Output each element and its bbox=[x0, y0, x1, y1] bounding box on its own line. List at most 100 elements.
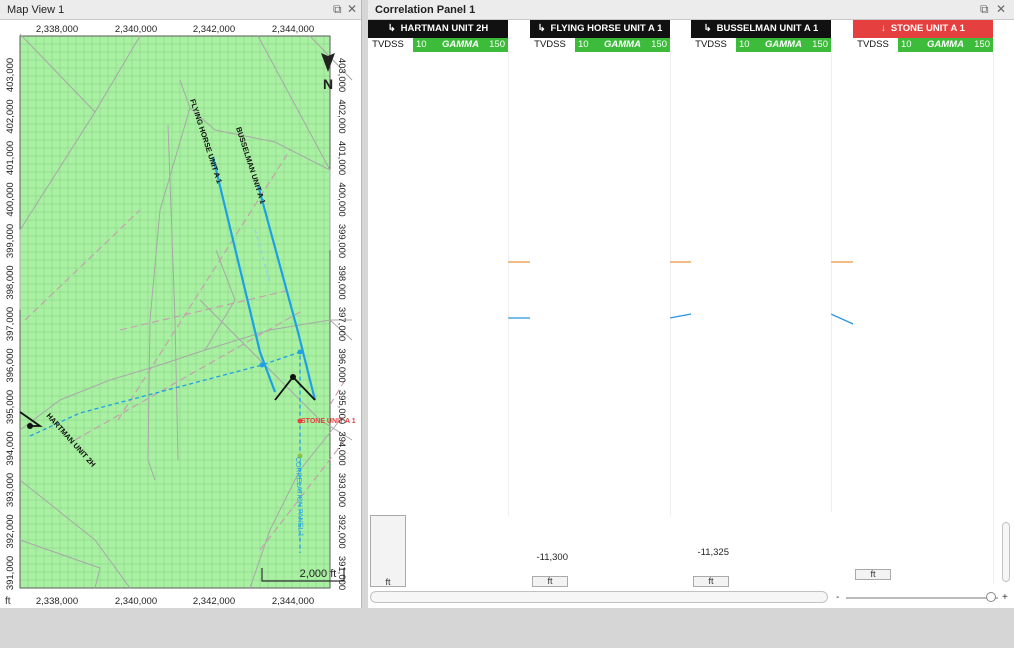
north-label: N bbox=[323, 76, 333, 92]
y-axis-label: 396,000 bbox=[5, 348, 16, 382]
hartman-well-path[interactable] bbox=[19, 411, 43, 427]
y-axis-label: 401,000 bbox=[5, 141, 16, 175]
gamma-label: GAMMA bbox=[927, 39, 964, 50]
horizontal-scrollbar[interactable] bbox=[370, 591, 828, 603]
north-arrow: N bbox=[321, 53, 335, 92]
well-name: BUSSELMAN UNIT A 1 bbox=[716, 23, 819, 34]
y-axis-label: 399,000 bbox=[5, 224, 16, 258]
vertical-scrollbar[interactable] bbox=[1002, 522, 1010, 582]
stone-well-marker[interactable] bbox=[297, 418, 303, 424]
tvdss-header: TVDSS bbox=[534, 39, 566, 50]
well-track-header[interactable]: ↳ FLYING HORSE UNIT A 1 bbox=[530, 20, 670, 38]
map-view-pane: Map View 1 ⧉ ✕ bbox=[0, 0, 362, 608]
zoom-in-button[interactable]: + bbox=[1002, 592, 1008, 603]
y-axis-label: 394,000 bbox=[336, 431, 347, 465]
map-view-titlebar: Map View 1 ⧉ ✕ bbox=[0, 0, 361, 20]
y-axis-label: 403,000 bbox=[336, 58, 347, 92]
track-subheader: TVDSS 10 GAMMA 150 bbox=[368, 38, 508, 52]
x-axis-top: 2,338,000 2,340,000 2,342,000 2,344,000 bbox=[36, 24, 314, 35]
units-button[interactable]: ft bbox=[532, 576, 568, 587]
correlation-title: Correlation Panel 1 bbox=[375, 4, 476, 16]
units-button[interactable]: ft bbox=[693, 576, 729, 587]
y-axis-label: 391,000 bbox=[336, 556, 347, 590]
tvdss-header: TVDSS bbox=[695, 39, 727, 50]
y-axis-label: 402,000 bbox=[5, 99, 16, 133]
gamma-header[interactable]: 10 GAMMA 150 bbox=[575, 38, 670, 52]
gamma-label: GAMMA bbox=[442, 39, 479, 50]
gamma-min: 10 bbox=[901, 39, 912, 50]
well-track[interactable]: ↳ FLYING HORSE UNIT A 1 TVDSS 10 GAMMA 150 bbox=[530, 20, 670, 521]
gamma-min: 10 bbox=[739, 39, 750, 50]
correlation-titlebar: Correlation Panel 1 ⧉ ✕ bbox=[368, 0, 1014, 20]
well-track[interactable]: ↓ STONE UNIT A 1 TVDSS 10 GAMMA 150 bbox=[853, 20, 993, 590]
map-fault-lines bbox=[19, 33, 353, 589]
zoom-slider[interactable] bbox=[846, 597, 998, 599]
gamma-max: 150 bbox=[974, 39, 990, 50]
x-axis-bottom: 2,338,000 2,340,000 2,342,000 2,344,000 bbox=[36, 596, 314, 607]
restore-icon[interactable]: ⧉ bbox=[333, 2, 342, 16]
well-track[interactable]: ↳ BUSSELMAN UNIT A 1 TVDSS 10 GAMMA 150 bbox=[691, 20, 831, 518]
y-axis-left: 403,000 402,000 401,000 400,000 399,000 398,0… bbox=[5, 58, 16, 590]
scale-bar: 2,000 ft bbox=[261, 568, 345, 582]
x-axis-label: 2,340,000 bbox=[115, 596, 157, 607]
y-axis-label: 403,000 bbox=[5, 58, 16, 92]
y-axis-label: 393,000 bbox=[5, 473, 16, 507]
map-grid bbox=[19, 35, 331, 589]
depth-label: -11,325 bbox=[697, 547, 729, 558]
zoom-slider-thumb[interactable] bbox=[986, 592, 996, 602]
track-subheader: TVDSS 10 GAMMA 150 bbox=[691, 38, 831, 52]
units-button[interactable]: ft bbox=[855, 569, 891, 580]
flying-horse-well-path[interactable] bbox=[211, 156, 277, 393]
well-symbol-marker bbox=[290, 374, 296, 380]
hartman-well-marker[interactable] bbox=[27, 423, 33, 429]
gamma-label: GAMMA bbox=[765, 39, 802, 50]
well-track-header[interactable]: ↓ STONE UNIT A 1 bbox=[853, 20, 993, 38]
y-axis-label: 392,000 bbox=[5, 514, 16, 548]
y-axis-label: 395,000 bbox=[336, 390, 347, 424]
well-track[interactable]: ↳ HARTMAN UNIT 2H TVDSS 10 GAMMA 150 bbox=[368, 20, 508, 521]
close-icon[interactable]: ✕ bbox=[347, 2, 358, 16]
track-subheader: TVDSS 10 GAMMA 150 bbox=[853, 38, 993, 52]
well-track-header[interactable]: ↳ BUSSELMAN UNIT A 1 bbox=[691, 20, 831, 38]
x-axis-label: 2,344,000 bbox=[272, 596, 314, 607]
gamma-header[interactable]: 10 GAMMA 150 bbox=[736, 38, 831, 52]
y-axis-label: 391,000 bbox=[5, 556, 16, 590]
x-axis-label: 2,338,000 bbox=[36, 24, 78, 35]
x-axis-label: 2,340,000 bbox=[115, 24, 157, 35]
x-axis-label: 2,342,000 bbox=[193, 596, 235, 607]
y-axis-label: 399,000 bbox=[336, 224, 347, 258]
well-direction-icon: ↳ bbox=[387, 23, 396, 34]
y-axis-label: 392,000 bbox=[336, 514, 347, 548]
restore-icon[interactable]: ⧉ bbox=[980, 2, 989, 16]
correlation-node[interactable] bbox=[297, 453, 303, 459]
gamma-max: 150 bbox=[812, 39, 828, 50]
close-icon[interactable]: ✕ bbox=[996, 2, 1007, 16]
map-canvas[interactable]: FLYING HORSE UNIT A 1 BUSSELMAN UNIT A 1… bbox=[0, 20, 362, 608]
x-axis-label: 2,344,000 bbox=[272, 24, 314, 35]
correlation-node[interactable] bbox=[297, 349, 303, 355]
well-name: HARTMAN UNIT 2H bbox=[400, 23, 489, 34]
depth-label: -11,300 bbox=[536, 552, 568, 563]
x-axis-label: 2,338,000 bbox=[36, 596, 78, 607]
tvdss-header: TVDSS bbox=[372, 39, 404, 50]
y-axis-label: 395,000 bbox=[5, 390, 16, 424]
gamma-header[interactable]: 10 GAMMA 150 bbox=[898, 38, 993, 52]
well-track-header[interactable]: ↳ HARTMAN UNIT 2H bbox=[368, 20, 508, 38]
y-axis-label: 400,000 bbox=[336, 182, 347, 216]
zoom-out-button[interactable]: - bbox=[836, 592, 840, 603]
well-direction-icon: ↳ bbox=[537, 23, 546, 34]
gamma-min: 10 bbox=[578, 39, 589, 50]
gamma-header[interactable]: 10 GAMMA 150 bbox=[413, 38, 508, 52]
correlation-node[interactable] bbox=[259, 362, 265, 368]
well-direction-icon: ↓ bbox=[881, 23, 886, 34]
y-axis-label: 402,000 bbox=[336, 99, 347, 133]
correlation-line-1[interactable] bbox=[368, 313, 993, 325]
y-axis-label: 397,000 bbox=[336, 307, 347, 341]
correlation-panel-label: CORRELATION PANEL 1 bbox=[294, 457, 304, 537]
well-name: STONE UNIT A 1 bbox=[890, 23, 965, 34]
units-button[interactable]: ft bbox=[370, 515, 406, 587]
stone-label: STONE UNIT A 1 bbox=[301, 418, 356, 425]
track-subheader: TVDSS 10 GAMMA 150 bbox=[530, 38, 670, 52]
busselman-well-path[interactable] bbox=[256, 184, 317, 401]
correlation-panel: Correlation Panel 1 ⧉ ✕ -10,950-10,975-1… bbox=[368, 0, 1014, 608]
